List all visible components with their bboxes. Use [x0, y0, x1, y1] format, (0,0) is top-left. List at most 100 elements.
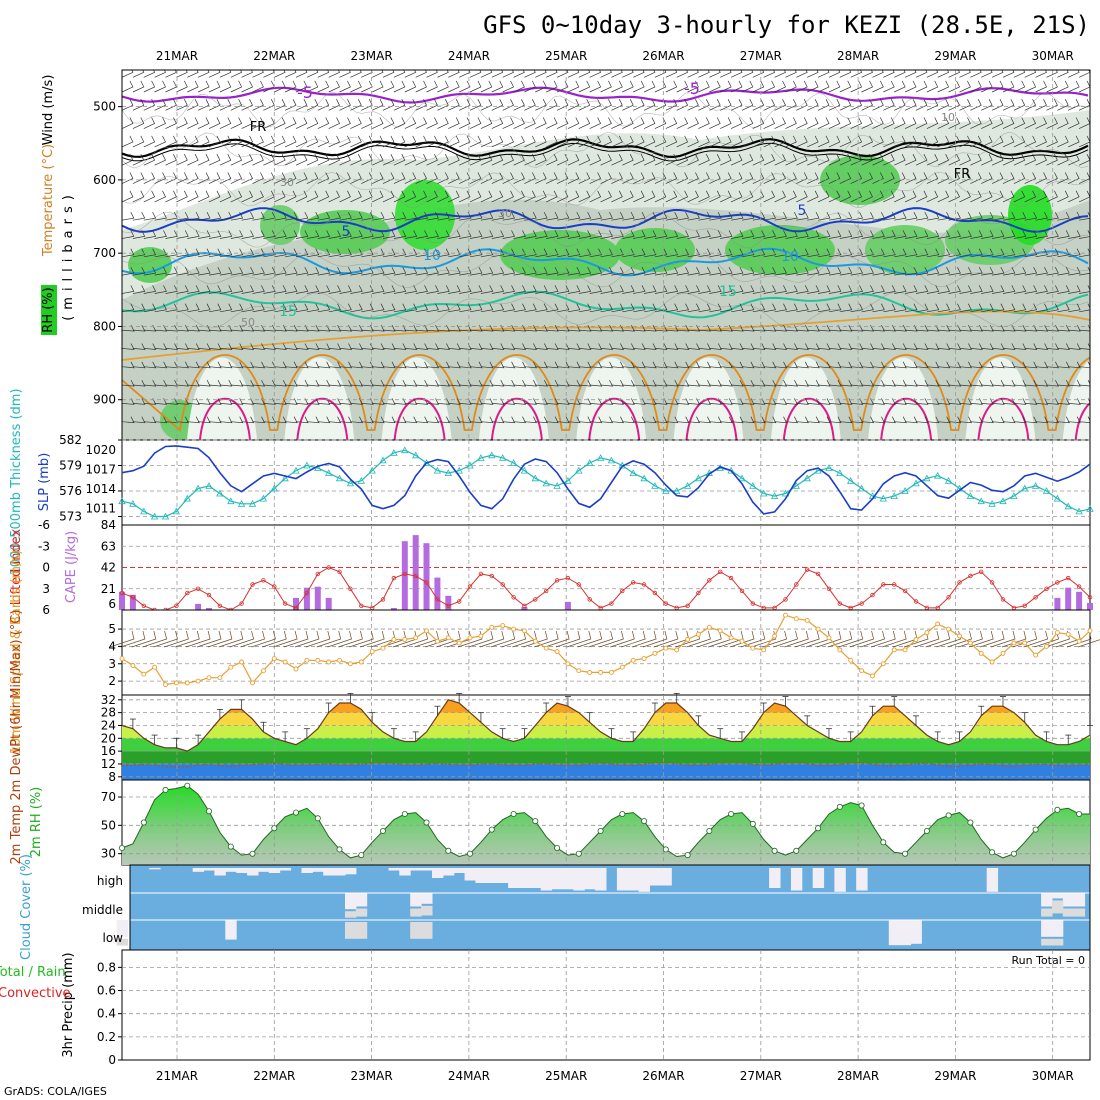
wind-barb [339, 398, 353, 405]
wind-barb [763, 135, 776, 148]
wind10m-barb [588, 630, 614, 648]
wind-barb [295, 398, 309, 405]
wind-barb [382, 154, 395, 166]
wind-barb [252, 190, 264, 203]
wind-barb [491, 361, 505, 369]
rh-point [923, 828, 930, 835]
wind-barb [633, 248, 646, 258]
wind-barb [252, 324, 266, 332]
y-tick-label: 24 [101, 718, 116, 732]
wind-barb [513, 135, 525, 148]
wind-barb [154, 266, 167, 276]
wind-barb [524, 324, 537, 332]
wind-barb [361, 303, 374, 313]
wind-barb [1024, 135, 1037, 148]
wind-barb [339, 99, 351, 111]
wind-barb [883, 398, 896, 405]
wind-barb [926, 172, 939, 184]
wind-barb [785, 211, 798, 221]
wind-barb [208, 154, 221, 166]
wind-barb [850, 135, 863, 148]
wind-barb [850, 190, 863, 203]
wind-barb [665, 135, 678, 148]
wind-barb [894, 285, 907, 294]
wind-barb [796, 190, 808, 203]
wind-barb [1024, 398, 1038, 405]
wind-barb [959, 135, 971, 148]
wind-barb [915, 379, 929, 387]
thickness-point [531, 474, 539, 482]
lifted-index-point [554, 578, 560, 583]
wind10m-barb [838, 630, 864, 648]
wind-barb [731, 230, 744, 239]
wind-barb [915, 303, 929, 313]
wind-barb [437, 248, 450, 258]
wind-barb [709, 117, 721, 129]
wind-barb [165, 190, 177, 203]
wind-barb [328, 343, 342, 350]
wind-barb [861, 398, 875, 405]
wind-speed-point [347, 661, 353, 667]
wind-barb [1089, 164, 1090, 166]
wind-barb [905, 303, 918, 313]
wind-barb [807, 416, 820, 424]
wind-barb [763, 190, 776, 203]
wind10m-barb [251, 630, 276, 648]
wind-barb [372, 266, 385, 276]
cape-bar [521, 607, 528, 610]
wind-barb [861, 190, 873, 203]
temp-label: 2m Temp 2m DewPt (6hr Min/Max) (°C) [9, 610, 24, 865]
wind-barb [361, 285, 374, 294]
cloud-gap [519, 868, 531, 888]
wind-barb [720, 135, 732, 148]
wind-barb [372, 172, 384, 184]
cape-bar [412, 535, 419, 610]
wind-barb [535, 361, 548, 369]
wind-barb [546, 248, 559, 258]
wind-barb [589, 379, 603, 387]
wind-barb [644, 361, 657, 369]
cloud-gap [986, 868, 999, 892]
wind10m-barb [120, 630, 146, 648]
wind10m-barb [196, 630, 222, 648]
wind-barb [850, 398, 864, 405]
wind-barb [165, 172, 177, 184]
wind-barb [752, 172, 765, 184]
wind-barb [633, 266, 646, 276]
wind-barb [154, 361, 168, 369]
rh-point [880, 839, 887, 846]
wind-barb [992, 379, 1005, 387]
cloud-fill [1051, 900, 1064, 914]
contour-label: 50 [241, 316, 255, 329]
wind-barb [361, 211, 374, 221]
wind-barb [589, 70, 602, 78]
wind-barb [633, 361, 646, 369]
cloud-gap [1051, 920, 1064, 937]
wind-speed-point [195, 678, 201, 684]
wind-barb [219, 398, 233, 405]
wind-barb [546, 230, 559, 239]
top-date-label: 28MAR [837, 49, 879, 63]
wind-barb [263, 230, 276, 239]
wind-barb [567, 398, 581, 405]
wind-barb [643, 117, 656, 129]
wind-barb [839, 172, 852, 184]
wind-speed-point [119, 656, 125, 662]
wind-barb [339, 343, 353, 350]
rh-legend-swatch [41, 285, 57, 335]
wind-barb [198, 361, 211, 369]
wind-barb [589, 266, 603, 276]
contour-label: 30 [498, 207, 512, 220]
wind-barb [872, 230, 885, 239]
wind-barb [524, 154, 536, 166]
wind-barb [785, 135, 797, 148]
wind-barb [382, 70, 395, 78]
rh-point [641, 818, 648, 825]
wind-speed-point [663, 645, 669, 651]
wind-speed-point [413, 635, 419, 641]
wind-barb [839, 117, 852, 129]
wind-barb [393, 211, 407, 221]
wind-barb [556, 70, 569, 78]
wind-speed-point [554, 649, 560, 655]
lifted-index-point [718, 569, 723, 574]
